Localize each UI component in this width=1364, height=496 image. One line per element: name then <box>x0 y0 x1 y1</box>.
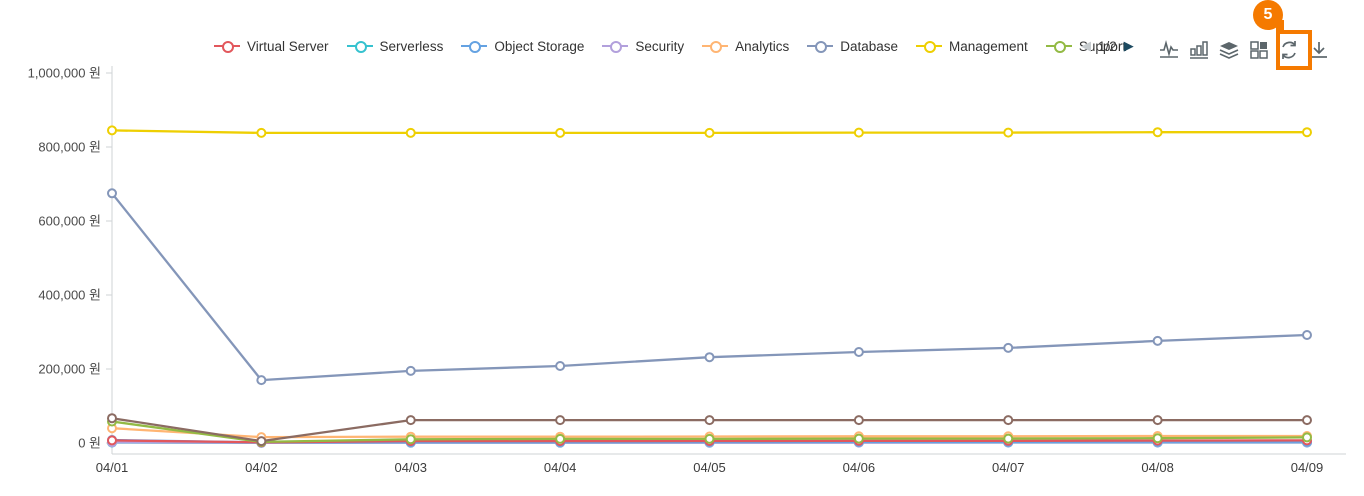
data-point-unlabeled-04/05[interactable] <box>704 415 715 426</box>
legend-item-object-storage[interactable]: Object Storage <box>461 39 584 54</box>
chart-toolbar <box>1158 38 1330 62</box>
y-axis-label: 200,000 원 <box>38 362 101 377</box>
data-point-unlabeled-04/01[interactable] <box>107 413 117 424</box>
legend-marker-icon <box>461 41 488 53</box>
step-badge-stem <box>1276 20 1284 34</box>
data-point-database-04/02[interactable] <box>256 375 267 386</box>
download-icon[interactable] <box>1308 38 1330 62</box>
data-point-support-04/03[interactable] <box>405 434 416 445</box>
data-point-support-04/06[interactable] <box>853 433 864 444</box>
line-chart-icon[interactable] <box>1158 38 1180 62</box>
legend-marker-icon <box>602 41 629 53</box>
legend-item-support[interactable]: Support <box>1045 38 1127 54</box>
data-point-database-04/09[interactable] <box>1302 330 1312 340</box>
data-point-unlabeled-04/03[interactable] <box>405 415 416 426</box>
data-point-support-04/09[interactable] <box>1302 432 1312 443</box>
legend-marker-icon <box>214 41 240 53</box>
y-axis-label: 800,000 원 <box>38 140 101 155</box>
legend-item-virtual-server[interactable]: Virtual Server <box>214 39 329 54</box>
x-axis-label: 04/05 <box>693 460 726 475</box>
legend-label: Analytics <box>735 38 790 54</box>
y-axis-label: 1,000,000 원 <box>28 66 101 81</box>
x-axis-label: 04/08 <box>1141 460 1174 475</box>
stacked-layers-icon[interactable] <box>1218 38 1240 62</box>
legend-item-database[interactable]: Database <box>807 39 898 54</box>
data-point-database-04/03[interactable] <box>405 365 416 376</box>
data-point-database-04/01[interactable] <box>107 188 117 199</box>
legend-item-security[interactable]: Security <box>602 39 684 54</box>
grid-view-icon[interactable] <box>1248 38 1270 62</box>
legend-marker-icon <box>1045 41 1072 53</box>
legend-label: Object Storage <box>494 38 585 54</box>
data-point-unlabeled-04/04[interactable] <box>555 415 566 426</box>
step-badge-number: 5 <box>1263 6 1273 23</box>
y-axis-label: 400,000 원 <box>38 288 101 303</box>
legend-marker-icon <box>702 41 729 53</box>
data-point-management-04/03[interactable] <box>405 127 416 138</box>
legend-prev-icon[interactable]: ◀ <box>1081 38 1091 53</box>
chart-legend: Virtual Server Serverless Object Storage Se… <box>214 37 1126 55</box>
legend-page-indicator: 1/2 <box>1098 38 1117 54</box>
data-point-support-04/04[interactable] <box>555 433 566 444</box>
legend-pagination: ◀ 1/2 ▶ <box>1081 36 1134 56</box>
legend-next-icon[interactable]: ▶ <box>1123 38 1134 53</box>
legend-label: Management <box>949 38 1028 54</box>
legend-item-serverless[interactable]: Serverless <box>346 38 444 54</box>
legend-label: Database <box>840 38 898 54</box>
y-axis-label: 0 원 <box>78 436 101 451</box>
step-highlight-box <box>1276 30 1312 70</box>
refresh-icon[interactable] <box>1278 38 1300 62</box>
data-point-management-04/02[interactable] <box>256 127 267 138</box>
x-axis-label: 04/06 <box>843 460 876 475</box>
legend-label: Virtual Server <box>247 38 329 54</box>
data-point-management-04/08[interactable] <box>1152 127 1163 138</box>
data-point-management-04/05[interactable] <box>704 127 715 138</box>
data-point-database-04/06[interactable] <box>853 347 864 357</box>
data-point-support-04/05[interactable] <box>704 433 715 444</box>
data-point-unlabeled-04/06[interactable] <box>853 415 864 426</box>
legend-label: Security <box>635 38 685 54</box>
x-axis-label: 04/04 <box>544 460 577 475</box>
data-point-database-04/08[interactable] <box>1152 335 1163 346</box>
x-axis-label: 04/07 <box>992 460 1025 475</box>
x-axis-label: 04/01 <box>96 460 129 475</box>
x-axis-label: 04/09 <box>1291 460 1324 475</box>
data-point-management-04/07[interactable] <box>1003 127 1014 138</box>
data-point-unlabeled-04/07[interactable] <box>1003 415 1014 426</box>
legend-label: Serverless <box>379 38 444 54</box>
data-point-unlabeled-04/09[interactable] <box>1302 415 1312 426</box>
data-point-support-04/07[interactable] <box>1003 433 1014 444</box>
data-point-management-04/09[interactable] <box>1302 127 1312 138</box>
step-badge: 5 <box>1253 0 1283 30</box>
data-point-support-04/08[interactable] <box>1152 433 1163 444</box>
data-point-management-04/06[interactable] <box>853 127 864 138</box>
y-axis-label: 600,000 원 <box>38 214 101 229</box>
x-axis-label: 04/02 <box>245 460 278 475</box>
series-line-database <box>111 192 1308 382</box>
data-point-database-04/07[interactable] <box>1003 342 1014 353</box>
legend-marker-icon <box>807 41 834 53</box>
legend-marker-icon <box>916 41 942 53</box>
data-point-management-04/01[interactable] <box>107 125 117 136</box>
data-point-unlabeled-04/02[interactable] <box>256 436 267 447</box>
data-point-database-04/05[interactable] <box>704 352 715 363</box>
data-point-database-04/04[interactable] <box>555 361 566 371</box>
x-axis-label: 04/03 <box>394 460 427 475</box>
legend-item-analytics[interactable]: Analytics <box>702 39 789 54</box>
data-point-virtual-server-04/01[interactable] <box>107 435 117 446</box>
legend-marker-icon <box>346 41 373 53</box>
bar-chart-icon[interactable] <box>1188 38 1210 62</box>
legend-item-management[interactable]: Management <box>916 39 1028 54</box>
legend-label: Support <box>1078 38 1127 54</box>
data-point-unlabeled-04/08[interactable] <box>1152 415 1163 426</box>
data-point-management-04/04[interactable] <box>555 127 566 138</box>
